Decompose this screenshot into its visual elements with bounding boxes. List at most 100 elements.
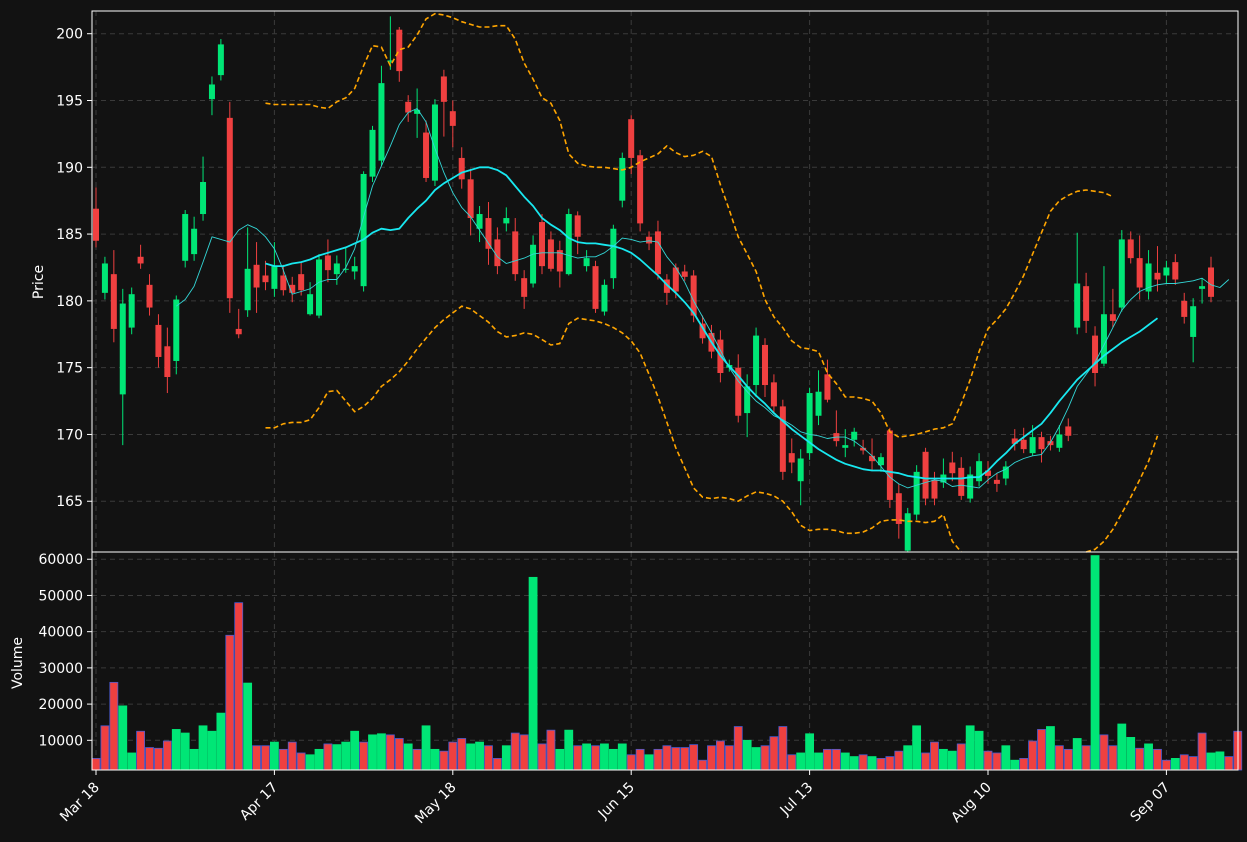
candle — [735, 354, 742, 423]
volume-bar — [823, 748, 832, 771]
candle-body — [503, 218, 510, 224]
candle — [824, 359, 831, 403]
candle-body — [851, 431, 858, 440]
candle — [449, 100, 456, 148]
volume-bar — [207, 730, 217, 771]
candle — [574, 211, 581, 255]
candle — [592, 260, 599, 313]
candle — [110, 250, 117, 343]
candle — [1199, 278, 1206, 304]
candle — [815, 370, 822, 426]
candle — [253, 242, 260, 313]
candle-body — [494, 239, 501, 267]
candle-body — [958, 467, 965, 496]
candle — [628, 115, 635, 174]
volume-bar — [475, 741, 484, 771]
candle — [521, 270, 528, 309]
volume-bar — [626, 754, 636, 771]
volume-bar — [1144, 743, 1153, 771]
volume-bar — [689, 744, 699, 771]
candle — [753, 327, 760, 398]
volume-bar — [885, 756, 895, 771]
volume-bar — [368, 734, 377, 771]
candle-body — [137, 256, 144, 264]
candle — [485, 202, 492, 265]
candle — [307, 282, 314, 316]
candle-body — [1163, 267, 1170, 276]
candle-body — [235, 328, 242, 335]
candle — [324, 239, 331, 283]
candle — [770, 374, 777, 414]
candle-body — [289, 284, 296, 293]
candle — [503, 207, 510, 232]
volume-bar — [162, 740, 172, 771]
candle — [1092, 326, 1099, 387]
candle-body — [895, 493, 902, 524]
volume-bar — [778, 726, 788, 771]
volume-bar — [1108, 745, 1118, 771]
candle-body — [423, 132, 430, 178]
candle — [539, 214, 545, 275]
volume-bar — [751, 747, 761, 771]
volume-bar — [1054, 745, 1064, 771]
candle — [226, 101, 233, 313]
candle-body — [1145, 263, 1152, 292]
candle-body — [387, 60, 394, 62]
candle — [440, 69, 447, 137]
candle — [699, 315, 706, 344]
volume-bar — [269, 741, 279, 771]
candle — [663, 274, 670, 305]
candle-body — [217, 44, 224, 76]
candle-body — [637, 155, 644, 224]
candle-body — [1038, 437, 1045, 450]
volume-bar — [760, 745, 770, 771]
volume-bar — [439, 750, 449, 771]
volume-bar — [564, 729, 574, 771]
candle — [556, 240, 563, 288]
candle-body — [735, 367, 742, 416]
candle — [146, 274, 153, 316]
candle — [494, 227, 501, 275]
candle — [396, 27, 403, 82]
candle-body — [886, 430, 893, 500]
volume-bar — [510, 732, 520, 771]
volume-bar — [582, 743, 591, 771]
volume-bar — [1162, 759, 1171, 771]
volume-bars — [91, 555, 1243, 771]
volume-bar — [243, 682, 253, 771]
candle — [1163, 260, 1170, 284]
candle — [797, 449, 804, 506]
candle-body — [414, 109, 421, 114]
volume-panel-frame — [91, 551, 1239, 771]
volume-bar — [118, 705, 128, 771]
volume-bar — [805, 733, 814, 771]
volume-bar — [876, 758, 886, 771]
candle-body — [877, 457, 884, 466]
upper-band-line — [265, 12, 1114, 438]
volume-bar — [867, 756, 877, 771]
price-tick-label: 165 — [56, 494, 83, 510]
candle — [191, 216, 198, 261]
candle-body — [173, 299, 180, 361]
volume-bar — [733, 726, 743, 771]
volume-bar — [716, 740, 725, 771]
candle — [530, 235, 537, 288]
fast-moving-average-line — [176, 108, 1230, 489]
candle-body — [1154, 272, 1161, 280]
volume-bar — [555, 748, 565, 771]
candle-body — [93, 208, 99, 241]
volume-bar — [261, 745, 270, 771]
volume-bar — [359, 741, 369, 771]
candle-body — [512, 231, 519, 275]
volume-bar — [1046, 726, 1055, 771]
volume-bar — [546, 729, 556, 771]
candle-body — [476, 214, 483, 229]
candle-body — [449, 111, 456, 126]
candle-body — [592, 266, 599, 309]
volume-bar — [787, 754, 797, 771]
candle-body — [431, 104, 438, 181]
candle — [128, 287, 135, 335]
volume-bar — [707, 745, 716, 771]
candle — [378, 65, 385, 166]
candle — [431, 99, 438, 186]
